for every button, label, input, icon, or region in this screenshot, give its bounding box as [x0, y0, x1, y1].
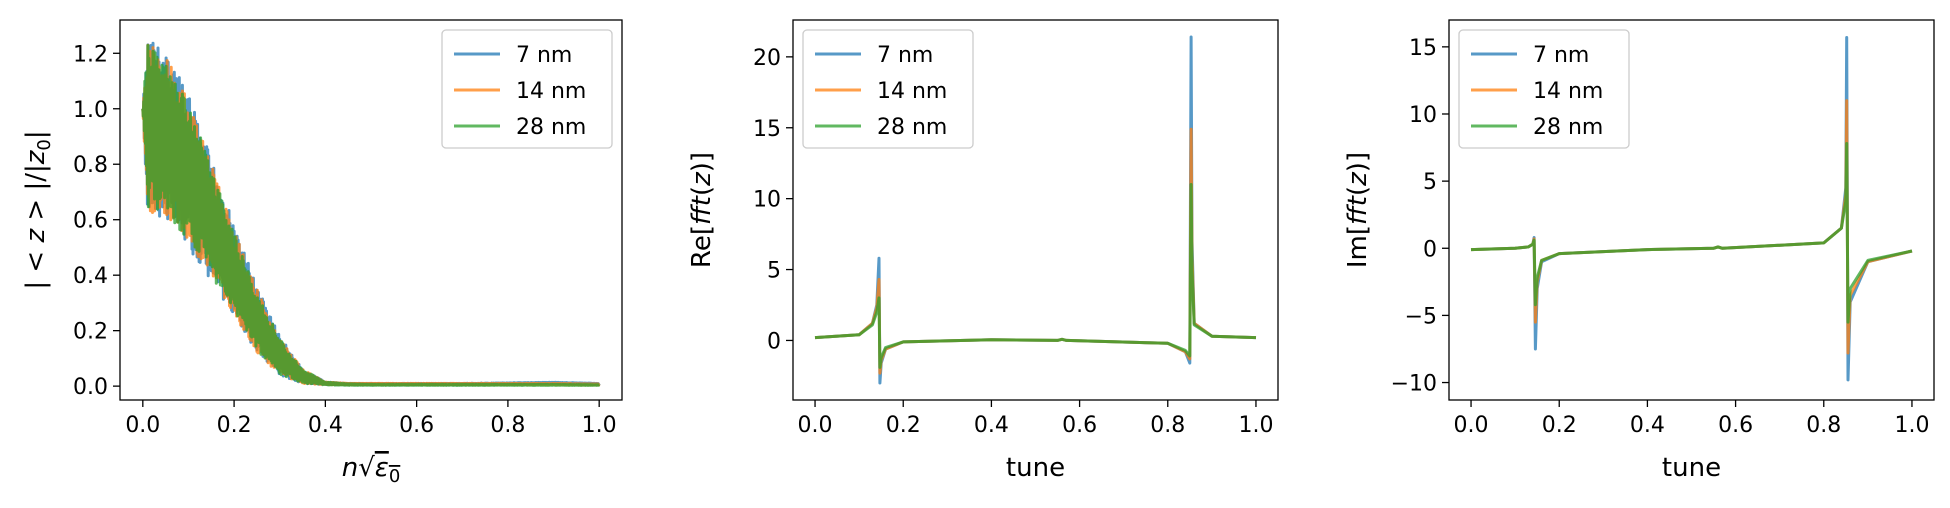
x-tick-label: 0.2 [1542, 413, 1577, 438]
chart-panel-1: 0.0 0.2 0.4 0.6 0.8 1.0 0.0 0.2 0.4 0.6 0.8 1.0 1.2 n… [21, 19, 623, 487]
x-tick-label: 0.0 [1454, 413, 1489, 438]
x-tick-label: 0.8 [1806, 413, 1841, 438]
y-axis-label: | < z > |/|z0| [21, 130, 55, 289]
y-tick-label: 0.6 [73, 209, 108, 234]
legend-box [1458, 29, 1630, 149]
legend: 7 nm 14 nm 28 nm [802, 29, 974, 149]
legend-label: 14 nm [1533, 79, 1603, 104]
x-tick-label: 0.2 [217, 413, 252, 438]
y-tick-label: 0.8 [73, 153, 108, 178]
axes-frame [1448, 19, 1935, 401]
legend: 7 nm 14 nm 28 nm [1458, 29, 1630, 149]
y-tick-label: 1.2 [73, 42, 108, 67]
y-tick-label: −10 [1391, 372, 1437, 397]
y-tick-label: 20 [753, 46, 781, 71]
x-axis-label: tune [1006, 453, 1065, 483]
x-tick-label: 1.0 [582, 413, 617, 438]
plot-area [1470, 36, 1913, 382]
legend-label: 14 nm [516, 79, 586, 104]
legend-box [802, 29, 974, 149]
y-tick-label: 0.4 [73, 264, 108, 289]
legend-label: 28 nm [516, 115, 586, 140]
x-tick-label: 0.0 [125, 413, 160, 438]
legend-label: 28 nm [1533, 115, 1603, 140]
axes-frame [792, 19, 1279, 401]
y-tick-label: 0 [1423, 237, 1437, 262]
x-tick-label: 1.0 [1894, 413, 1929, 438]
x-tick-label: 0.6 [399, 413, 434, 438]
y-tick-label: −5 [1405, 304, 1437, 329]
x-tick-label: 0.0 [798, 413, 833, 438]
plot-area [141, 41, 601, 387]
plot-area [814, 35, 1257, 385]
x-tick-label: 0.4 [974, 413, 1009, 438]
x-axis-label: tune [1662, 453, 1721, 483]
legend-label: 7 nm [516, 43, 572, 68]
y-tick-label: 15 [753, 117, 781, 142]
y-tick-label: 5 [767, 259, 781, 284]
x-axis-label: n√ε0 [342, 453, 401, 487]
chart-panel-2: 0.0 0.2 0.4 0.6 0.8 1.0 0 5 10 15 20 tune Re[fft(z)]… [687, 19, 1279, 483]
chart-panel-3: 0.0 0.2 0.4 0.6 0.8 1.0 −10 −5 0 5 10 15 tune Im[fft(… [1343, 19, 1935, 483]
x-tick-label: 0.4 [308, 413, 343, 438]
y-tick-label: 0.2 [73, 320, 108, 345]
x-tick-label: 0.4 [1630, 413, 1665, 438]
y-tick-label: 10 [1409, 103, 1437, 128]
y-axis-label: Re[fft(z)] [687, 152, 717, 268]
y-tick-label: 1.0 [73, 98, 108, 123]
x-tick-label: 0.8 [490, 413, 525, 438]
series-line-28-nm [1470, 142, 1913, 324]
x-tick-label: 0.6 [1062, 413, 1097, 438]
x-tick-label: 0.8 [1150, 413, 1185, 438]
y-axis-label: Im[fft(z)] [1343, 152, 1373, 268]
axes-frame [119, 19, 623, 401]
x-tick-label: 0.6 [1718, 413, 1753, 438]
legend: 7 nm 14 nm 28 nm [441, 29, 613, 149]
y-tick-label: 5 [1423, 170, 1437, 195]
x-tick-label: 1.0 [1238, 413, 1273, 438]
series-line-28-nm [141, 44, 601, 387]
y-tick-label: 0 [767, 329, 781, 354]
series-line-28-nm [814, 183, 1257, 369]
x-tick-label: 0.2 [886, 413, 921, 438]
legend-label: 7 nm [877, 43, 933, 68]
y-tick-label: 10 [753, 188, 781, 213]
legend-label: 14 nm [877, 79, 947, 104]
y-tick-label: 0.0 [73, 375, 108, 400]
y-tick-label: 15 [1409, 36, 1437, 61]
legend-box [441, 29, 613, 149]
legend-label: 28 nm [877, 115, 947, 140]
legend-label: 7 nm [1533, 43, 1589, 68]
